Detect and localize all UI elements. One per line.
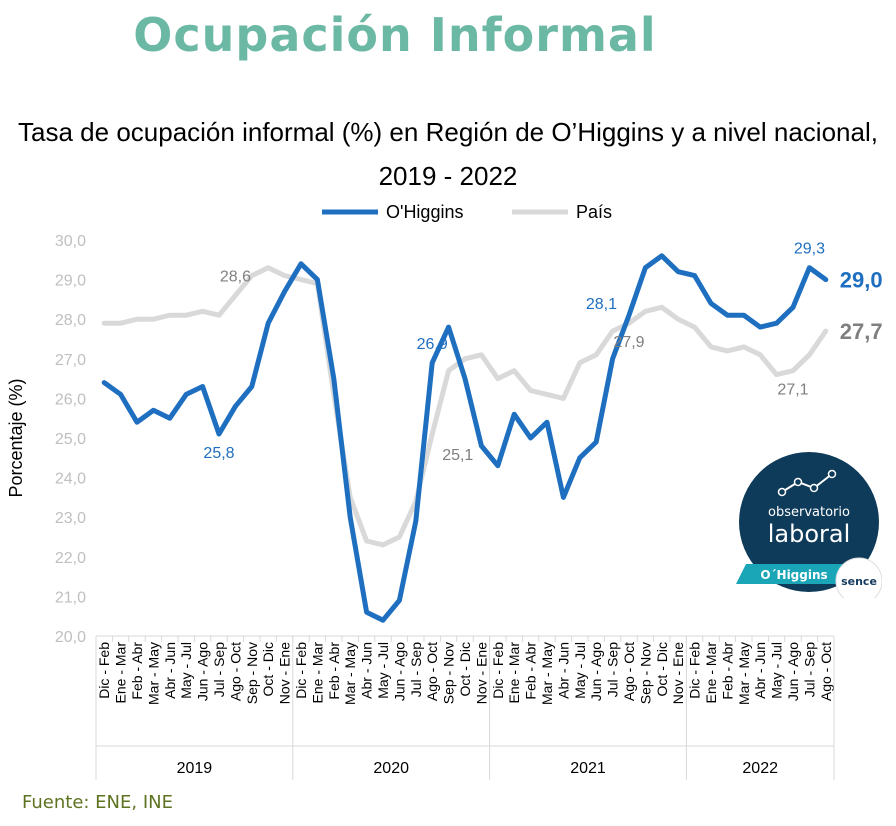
x-tick-label: May - Jul bbox=[572, 642, 588, 699]
y-tick-label: 25,0 bbox=[55, 431, 86, 448]
x-tick-label: Abr - Jun bbox=[162, 642, 178, 699]
series-line bbox=[101, 265, 829, 548]
x-tick-label: Oct - Dic bbox=[457, 642, 473, 696]
series-line bbox=[101, 253, 829, 623]
y-tick-label: 28,0 bbox=[55, 312, 86, 329]
y-tick-label: 20,0 bbox=[55, 629, 86, 646]
year-group-label: 2022 bbox=[742, 760, 778, 777]
x-tick-label: Jun - Ago bbox=[391, 642, 407, 701]
x-tick-label: Ago - Oct bbox=[818, 642, 834, 701]
y-tick-label: 23,0 bbox=[55, 510, 86, 527]
year-group-label: 2020 bbox=[373, 760, 409, 777]
data-label: 26,9 bbox=[417, 336, 448, 353]
x-tick-label: Feb - Abr bbox=[523, 642, 539, 700]
logo-dot bbox=[809, 483, 819, 493]
x-tick-label: Nov - Ene bbox=[277, 642, 293, 704]
logo-line1: observatorio bbox=[768, 505, 850, 520]
y-tick-label: 26,0 bbox=[55, 391, 86, 408]
logo-badge-circle bbox=[739, 452, 879, 592]
x-tick-label: Ene - Mar bbox=[506, 642, 522, 704]
x-tick-label: Dic - Feb bbox=[293, 642, 309, 699]
x-tick-label: Feb - Abr bbox=[326, 642, 342, 700]
sence-logo-circle bbox=[835, 557, 882, 598]
logo-dot bbox=[827, 469, 837, 479]
x-tick-label: Oct - Dic bbox=[654, 642, 670, 696]
x-tick-label: Dic - Feb bbox=[687, 642, 703, 699]
data-label: 27,1 bbox=[777, 382, 808, 399]
x-tick-label: Jul - Sep bbox=[408, 642, 424, 697]
x-tick-label: Abr - Jun bbox=[555, 642, 571, 699]
sence-logo-text: sence bbox=[841, 575, 877, 588]
x-tick-label: Jun - Ago bbox=[785, 642, 801, 701]
x-tick-label: Ene - Mar bbox=[113, 642, 129, 704]
x-tick-label: May - Jul bbox=[178, 642, 194, 699]
header-title: Ocupación Informal bbox=[133, 8, 657, 62]
logo-region: O´Higgins bbox=[760, 568, 827, 582]
x-tick-label: Mar - May bbox=[736, 642, 752, 705]
data-label: 27,7 bbox=[840, 319, 883, 344]
x-tick-label: Ene - Mar bbox=[309, 642, 325, 704]
logo-dot bbox=[777, 487, 787, 497]
observatorio-laboral-logo: observatorio laboral O´Higgins sence bbox=[736, 452, 882, 598]
source-note: Fuente: ENE, INE bbox=[22, 792, 173, 813]
x-tick-label: Jul - Sep bbox=[801, 642, 817, 697]
x-tick-label: Ago - Oct bbox=[424, 642, 440, 701]
y-tick-label: 21,0 bbox=[55, 589, 86, 606]
data-label: 29,3 bbox=[794, 241, 825, 258]
x-tick-label: Nov - Ene bbox=[473, 642, 489, 704]
y-tick-label: 29,0 bbox=[55, 273, 86, 290]
chart-title: Tasa de ocupación informal (%) en Región… bbox=[18, 117, 878, 147]
x-tick-label: Ago - Oct bbox=[621, 642, 637, 701]
legend-label: País bbox=[576, 202, 612, 222]
x-tick-label: Jul - Sep bbox=[605, 642, 621, 697]
x-tick-label: May - Jul bbox=[769, 642, 785, 699]
x-tick-label: Jun - Ago bbox=[195, 642, 211, 701]
x-tick-label: Mar - May bbox=[145, 642, 161, 705]
chart-subtitle: 2019 - 2022 bbox=[378, 161, 518, 191]
y-axis-label: Porcentaje (%) bbox=[6, 378, 26, 497]
y-tick-label: 24,0 bbox=[55, 471, 86, 488]
data-label: 25,1 bbox=[442, 447, 473, 464]
x-tick-label: Sep - Nov bbox=[637, 642, 653, 704]
x-tick-label: Sep - Nov bbox=[441, 642, 457, 704]
logo-dot bbox=[793, 477, 803, 487]
x-tick-label: Abr - Jun bbox=[359, 642, 375, 699]
data-label: 27,9 bbox=[613, 334, 644, 351]
x-tick-label: Mar - May bbox=[539, 642, 555, 705]
y-tick-label: 27,0 bbox=[55, 352, 86, 369]
x-tick-label: Oct - Dic bbox=[260, 642, 276, 696]
x-tick-label: Jul - Sep bbox=[211, 642, 227, 697]
x-tick-label: Feb - Abr bbox=[129, 642, 145, 700]
x-tick-label: Dic - Feb bbox=[96, 642, 112, 699]
x-tick-label: May - Jul bbox=[375, 642, 391, 699]
x-tick-label: Sep - Nov bbox=[244, 642, 260, 704]
x-tick-label: Abr - Jun bbox=[752, 642, 768, 699]
chart-title-block: Tasa de ocupación informal (%) en Región… bbox=[0, 110, 896, 198]
year-group-label: 2019 bbox=[177, 760, 213, 777]
x-tick-label: Jun - Ago bbox=[588, 642, 604, 701]
x-tick-label: Dic - Feb bbox=[490, 642, 506, 699]
x-tick-label: Nov - Ene bbox=[670, 642, 686, 704]
x-tick-label: Ago - Oct bbox=[227, 642, 243, 701]
logo-line2: laboral bbox=[768, 520, 851, 548]
x-tick-label: Mar - May bbox=[342, 642, 358, 705]
logo-ribbon bbox=[736, 564, 846, 584]
year-group-label: 2021 bbox=[570, 760, 606, 777]
logo-line-icon bbox=[781, 473, 833, 493]
data-label: 29,0 bbox=[840, 268, 883, 293]
y-tick-label: 22,0 bbox=[55, 550, 86, 567]
data-label: 28,1 bbox=[586, 296, 617, 313]
y-tick-label: 30,0 bbox=[55, 233, 86, 250]
data-label: 28,6 bbox=[220, 268, 251, 285]
legend-label: O'Higgins bbox=[386, 202, 463, 222]
x-tick-label: Ene - Mar bbox=[703, 642, 719, 704]
x-tick-label: Feb - Abr bbox=[719, 642, 735, 700]
data-label: 25,8 bbox=[203, 445, 234, 462]
